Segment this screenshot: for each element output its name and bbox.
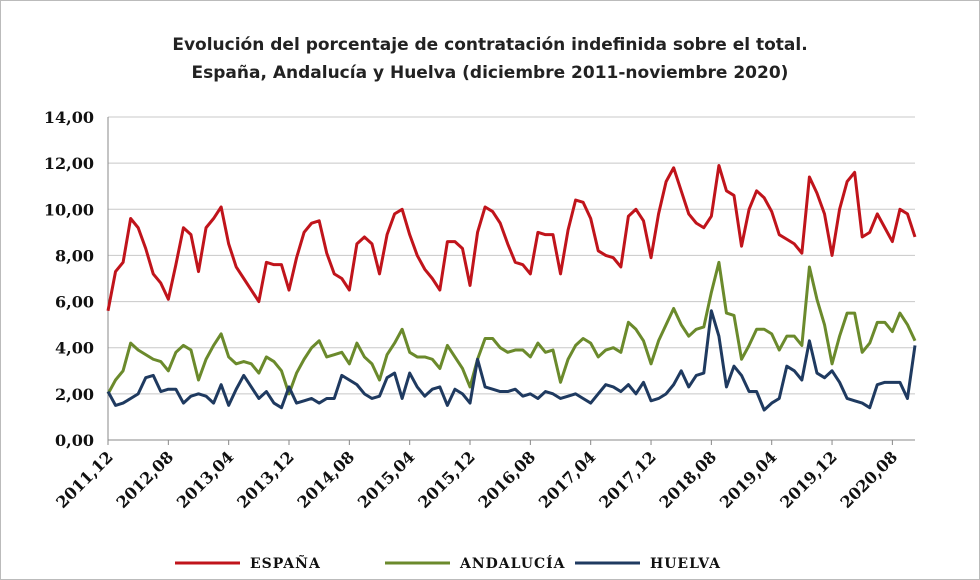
legend-label: HUELVA	[650, 556, 721, 572]
series-line	[106, 260, 917, 396]
y-tick-label: 4,00	[55, 339, 94, 358]
legend-label: ANDALUCÍA	[459, 554, 566, 572]
legend-label: ESPAÑA	[250, 553, 321, 572]
y-tick-label: 12,00	[44, 154, 94, 173]
chart-subtitle: España, Andalucía y Huelva (diciembre 20…	[192, 63, 789, 83]
y-tick-label: 8,00	[55, 246, 94, 265]
y-tick-label: 14,00	[44, 108, 94, 127]
chart-title: Evolución del porcentaje de contratación…	[172, 35, 807, 55]
y-tick-label: 2,00	[55, 385, 94, 404]
y-tick-label: 10,00	[44, 200, 94, 219]
y-tick-label: 0,00	[55, 431, 94, 450]
y-tick-label: 6,00	[55, 293, 94, 312]
series-line	[106, 163, 917, 312]
series-line	[106, 309, 917, 412]
